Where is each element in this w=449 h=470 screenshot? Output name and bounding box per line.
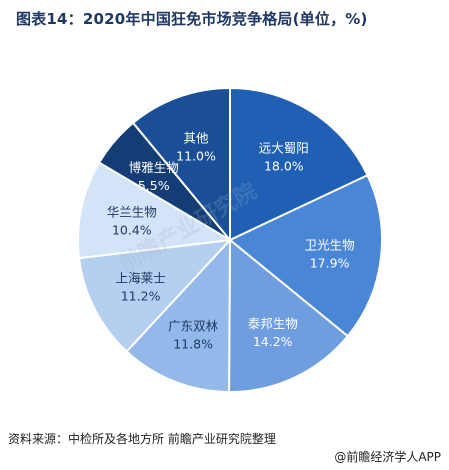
pie-slice-0: [229, 86, 369, 242]
slice-value-label: 11.8%: [173, 336, 213, 351]
slice-name-label: 泰邦生物: [248, 316, 298, 331]
slice-value-label: 18.0%: [264, 158, 304, 173]
slice-name-label: 远大蜀阳: [259, 140, 309, 155]
pie-slice-5: [77, 161, 234, 260]
slice-name-label: 卫光生物: [305, 237, 355, 252]
slice-value-label: 11.0%: [176, 149, 216, 164]
slice-name-label: 广东双林: [168, 318, 219, 333]
slice-value-label: 11.2%: [121, 289, 161, 304]
slice-value-label: 10.4%: [112, 222, 152, 237]
pie-slice-3: [125, 237, 232, 394]
pie-slice-4: [77, 238, 233, 353]
slice-name-label: 博雅生物: [129, 160, 179, 175]
chart-title: 图表14：2020年中国狂免市场竞争格局(单位，%): [16, 10, 368, 28]
slice-value-label: 5.5%: [138, 178, 170, 193]
source-note: 资料来源：中检所及各地方所 前瞻产业研究院整理: [8, 432, 276, 446]
slice-name-label: 华兰生物: [107, 204, 157, 219]
slice-name-label: 上海莱士: [116, 271, 166, 286]
slice-value-label: 17.9%: [310, 255, 350, 270]
pie-slice-7: [131, 86, 231, 243]
pie-slice-1: [228, 173, 383, 338]
slice-value-label: 14.2%: [253, 334, 293, 349]
brand-credit: @前瞻经济学人APP: [334, 450, 441, 464]
slice-name-label: 其他: [183, 131, 209, 146]
pie-slice-2: [228, 237, 350, 394]
